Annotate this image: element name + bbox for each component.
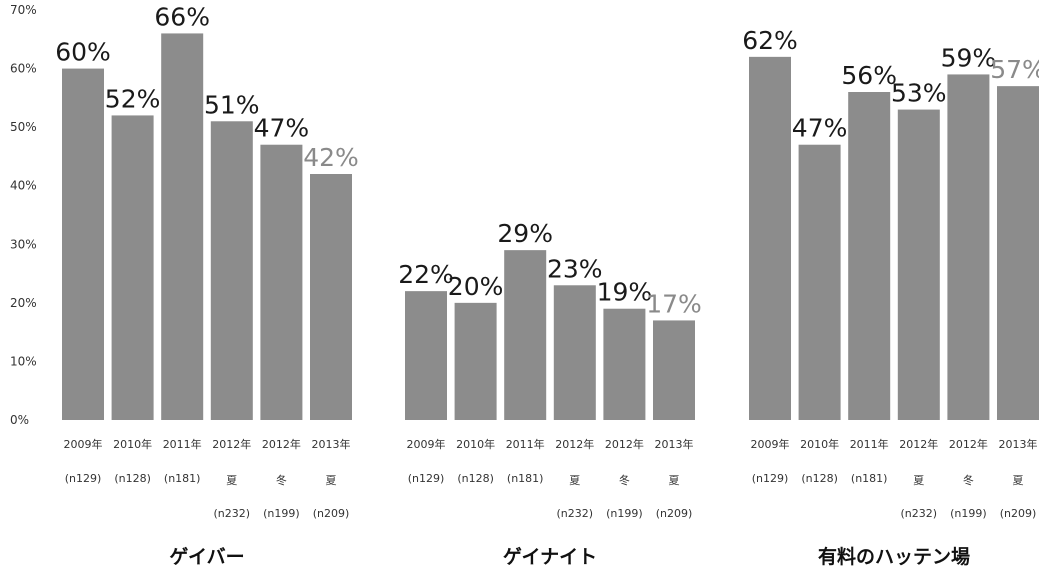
bar [897, 109, 940, 421]
data-label: 53% [891, 79, 947, 108]
bar [405, 291, 447, 420]
data-label: 19% [597, 278, 653, 307]
data-label: 47% [792, 114, 848, 143]
x-tick-season: 夏 [913, 474, 924, 487]
x-tick-season: 夏 [669, 474, 680, 487]
x-tick-season: 夏 [1013, 474, 1024, 487]
x-tick-n: (n129) [65, 472, 102, 485]
x-tick-n: (n232) [214, 507, 251, 520]
x-tick-season: 夏 [326, 474, 337, 487]
bar [749, 56, 791, 420]
x-tick-season: 夏 [569, 474, 580, 487]
x-tick-year: 2010年 [800, 437, 839, 451]
y-tick-label: 40% [10, 179, 37, 193]
data-label: 59% [941, 43, 997, 72]
x-tick-season: 冬 [276, 473, 287, 487]
bar [111, 115, 154, 420]
bar [454, 302, 497, 420]
panel-title: ゲイバー [169, 546, 244, 568]
x-tick-year: 2010年 [456, 437, 495, 451]
x-tick-n: (n129) [408, 472, 445, 485]
x-tick-year: 2011年 [163, 437, 202, 451]
x-tick-n: (n181) [851, 472, 888, 485]
x-tick-year: 2012年 [949, 437, 988, 451]
x-tick-n: (n232) [557, 507, 594, 520]
data-label: 47% [254, 114, 310, 143]
x-tick-n: (n129) [752, 472, 789, 485]
x-tick-season: 冬 [619, 473, 630, 487]
y-tick-label: 60% [10, 62, 37, 76]
panel-title: 有料のハッテン場 [818, 545, 970, 568]
x-tick-year: 2012年 [555, 437, 594, 451]
x-tick-n: (n209) [1000, 507, 1037, 520]
x-tick-n: (n181) [164, 472, 201, 485]
chart-panel: 60% 2009年 (n129) 52% 2010年 (n128) 66% 2011年 (n18… [55, 2, 359, 568]
x-tick-n: (n128) [801, 472, 838, 485]
bar [260, 144, 303, 420]
chart-panels: 60% 2009年 (n129) 52% 2010年 (n128) 66% 2011年 (n18… [55, 2, 1039, 568]
x-tick-n: (n199) [606, 507, 643, 520]
data-label: 22% [398, 260, 454, 289]
x-tick-n: (n232) [901, 507, 938, 520]
bar [997, 86, 1039, 421]
y-tick-label: 50% [10, 120, 37, 134]
chart-panel: 22% 2009年 (n129) 20% 2010年 (n128) 29% 2011年 (n18… [398, 219, 702, 568]
x-tick-year: 2012年 [605, 437, 644, 451]
data-label: 17% [646, 289, 702, 318]
x-tick-year: 2012年 [262, 437, 301, 451]
data-label: 20% [448, 272, 504, 301]
bar [553, 285, 596, 420]
x-tick-year: 2013年 [999, 437, 1038, 451]
x-tick-year: 2009年 [407, 437, 446, 451]
bar [161, 33, 204, 421]
y-tick-label: 10% [10, 354, 37, 368]
bar [947, 74, 990, 420]
x-tick-n: (n209) [656, 507, 693, 520]
x-tick-year: 2012年 [899, 437, 938, 451]
data-label: 60% [55, 38, 111, 67]
x-tick-season: 夏 [226, 474, 237, 487]
data-label: 23% [547, 254, 603, 283]
x-tick-season: 冬 [963, 473, 974, 487]
x-tick-n: (n199) [950, 507, 987, 520]
bar [603, 308, 646, 420]
x-tick-year: 2009年 [751, 437, 790, 451]
bar [848, 92, 891, 420]
data-label: 66% [154, 2, 210, 31]
x-tick-year: 2011年 [506, 437, 545, 451]
data-label: 42% [303, 143, 359, 172]
data-label: 52% [105, 84, 161, 113]
x-tick-year: 2012年 [212, 437, 251, 451]
y-tick-label: 30% [10, 237, 37, 251]
y-tick-label: 70% [10, 3, 37, 17]
x-tick-n: (n199) [263, 507, 300, 520]
x-tick-n: (n128) [457, 472, 494, 485]
x-tick-year: 2010年 [113, 437, 152, 451]
x-tick-n: (n181) [507, 472, 544, 485]
x-tick-year: 2013年 [655, 437, 694, 451]
data-label: 29% [497, 219, 553, 248]
bar [210, 121, 253, 421]
x-tick-n: (n128) [114, 472, 151, 485]
x-tick-year: 2009年 [64, 437, 103, 451]
x-tick-year: 2013年 [312, 437, 351, 451]
data-label: 56% [841, 61, 897, 90]
y-axis: 0% 10% 20% 30% 40% 50% 60% 70% [10, 3, 37, 427]
panel-title: ゲイナイト [503, 546, 597, 568]
y-tick-label: 20% [10, 296, 37, 310]
data-label: 51% [204, 90, 260, 119]
bar [310, 174, 352, 420]
bar [798, 144, 841, 420]
bar [62, 68, 104, 421]
y-tick-label: 0% [10, 413, 29, 427]
bar [653, 320, 695, 420]
data-label: 57% [990, 55, 1039, 84]
x-tick-n: (n209) [313, 507, 350, 520]
chart-panel: 62% 2009年 (n129) 47% 2010年 (n128) 56% 2011年 (n18… [742, 26, 1039, 568]
x-tick-year: 2011年 [850, 437, 889, 451]
data-label: 62% [742, 26, 798, 55]
bar [504, 250, 547, 420]
